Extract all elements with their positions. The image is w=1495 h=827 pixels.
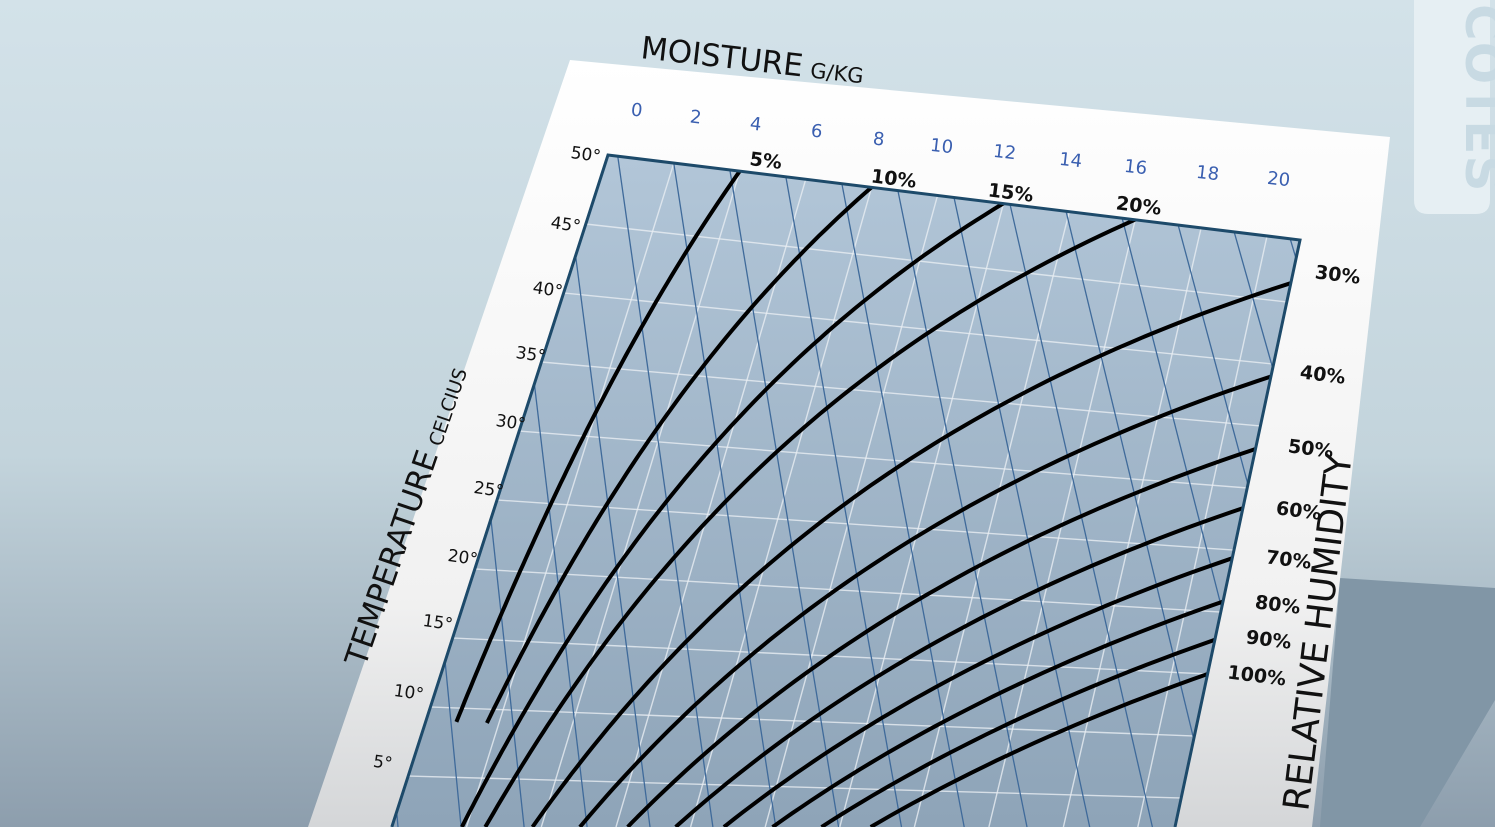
moisture-gridline	[913, 185, 1077, 827]
x-tick-label: 12	[992, 141, 1017, 164]
enthalpy-line	[835, 155, 965, 827]
temperature-gridline	[518, 215, 1300, 311]
x-tick-label: 8	[872, 128, 886, 150]
cotes-logo: COTES	[1414, 0, 1495, 214]
rh-curve-20	[483, 197, 1184, 827]
y-tick-label: 45°	[549, 213, 582, 237]
rh-curves	[454, 155, 1300, 827]
x-tick-label: 10	[929, 135, 954, 158]
rh-curve-90	[820, 619, 1272, 827]
background-wedge	[1320, 578, 1495, 827]
enthalpy-line	[1225, 205, 1300, 827]
temperature-gridline	[426, 494, 1300, 556]
enthalpy-line	[947, 169, 1091, 827]
moisture-gridline	[465, 155, 684, 827]
rh-curve-50	[626, 433, 1298, 827]
moisture-gridline	[689, 160, 880, 827]
plot-border	[390, 153, 1302, 827]
x-tick-label: 18	[1195, 162, 1220, 185]
rh-curve-100	[869, 655, 1257, 827]
y-tick-label: 30°	[494, 411, 527, 435]
x-tick-label: 6	[810, 120, 824, 142]
enthalpy-line	[612, 155, 714, 827]
rh-curve-5	[454, 155, 760, 723]
temperature-gridline	[403, 564, 1292, 617]
temperature-gridline	[472, 355, 1300, 433]
y-tick-label: 10°	[392, 681, 425, 705]
rh-curve-70	[722, 539, 1286, 827]
x-tick-label: 2	[689, 106, 703, 128]
x-tick-label: 4	[749, 113, 763, 135]
enthalpy-line	[891, 162, 1028, 827]
enthalpy-line	[1003, 176, 1154, 827]
rh-curve-60	[674, 489, 1295, 827]
y-tick-label: 15°	[421, 611, 454, 635]
y-tick-label: 5°	[372, 752, 394, 774]
rh-label: 5%	[748, 148, 783, 174]
rh-curve-30	[530, 267, 1300, 827]
rh-curve-15	[460, 179, 1043, 827]
x-tick-label: 14	[1058, 149, 1083, 172]
moisture-gridline	[839, 177, 1011, 827]
x-tick-label: 20	[1266, 168, 1291, 191]
rh-curve-10	[485, 161, 902, 724]
x-tick-label: 16	[1123, 156, 1148, 179]
logo-text: COTES	[1454, 4, 1495, 192]
y-tick-label: 20°	[446, 546, 479, 570]
enthalpy-line	[1058, 183, 1216, 827]
y-tick-label: 40°	[531, 278, 564, 302]
rh-curve-40	[578, 360, 1300, 827]
moisture-gridline	[1062, 202, 1208, 827]
moisture-gridline	[1137, 210, 1274, 827]
y-tick-label: 50°	[569, 143, 602, 167]
temperature-gridline	[495, 285, 1300, 372]
y-tick-label: 35°	[514, 343, 547, 367]
temperature-gridline	[449, 424, 1300, 495]
rh-curve-80	[771, 582, 1277, 827]
enthalpy-line	[780, 155, 903, 827]
y-tick-label: 25°	[472, 478, 505, 502]
x-tick-label: 0	[630, 99, 644, 121]
